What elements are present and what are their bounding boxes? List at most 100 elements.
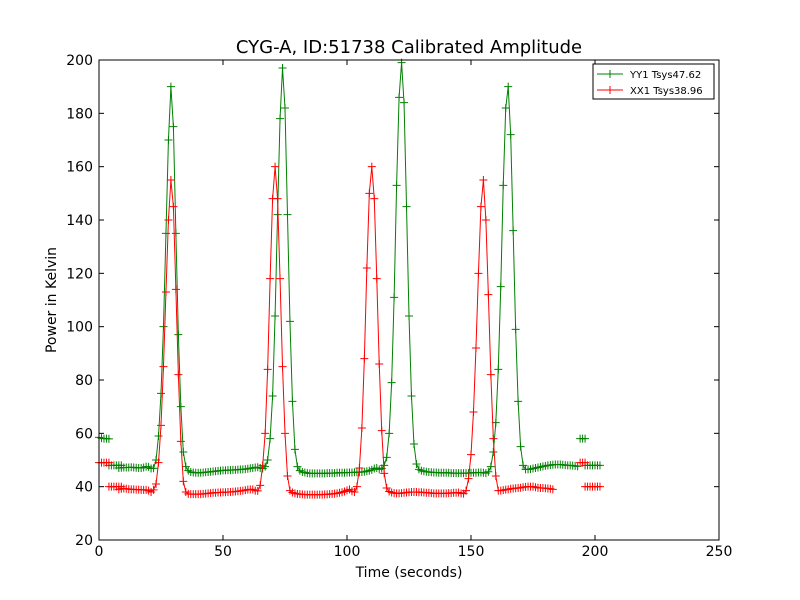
data-point (179, 448, 188, 456)
data-point (268, 392, 277, 400)
y-tick-label: 60 (75, 426, 93, 442)
data-point (370, 194, 379, 203)
data-point (387, 378, 396, 387)
data-point (504, 82, 513, 91)
y-axis-title: Power in Kelvin (44, 247, 60, 353)
data-point (392, 181, 401, 190)
data-point (471, 344, 480, 352)
x-tick-label: 50 (214, 544, 232, 560)
series-XX1 Tsys38.96 (95, 163, 604, 499)
data-point (509, 226, 518, 235)
data-point (281, 429, 289, 438)
data-point (375, 360, 384, 368)
data-point (174, 370, 183, 379)
legend: YY1 Tsys47.62 XX1 Tsys38.96 (592, 63, 715, 100)
data-point (365, 189, 374, 198)
x-tick-label: 250 (706, 544, 733, 560)
y-tick-label: 100 (66, 320, 93, 336)
y-tick-label: 140 (66, 213, 93, 229)
data-point (412, 460, 421, 468)
data-point (479, 176, 488, 184)
data-point (462, 486, 471, 495)
x-tick-label: 150 (458, 544, 485, 560)
data-point (159, 362, 168, 371)
data-point (516, 442, 525, 451)
data-point (253, 486, 262, 495)
series-YY1 Tsys47.62 (95, 58, 604, 478)
data-point (154, 458, 163, 467)
data-point (288, 397, 297, 406)
data-point (283, 472, 292, 480)
data-point (362, 264, 371, 272)
legend-box (592, 63, 715, 100)
chart-title: CYG-A, ID:51738 Calibrated Amplitude (236, 37, 582, 58)
data-point (390, 293, 399, 302)
data-point (263, 456, 272, 464)
data-point (164, 136, 173, 144)
y-tick-label: 120 (66, 266, 93, 282)
data-point (494, 365, 503, 374)
data-point (166, 82, 175, 91)
data-point (581, 458, 590, 467)
data-point (372, 274, 381, 283)
y-tick-label: 40 (75, 480, 93, 496)
y-tick-label: 160 (66, 160, 93, 176)
data-point (367, 162, 376, 171)
data-point (486, 370, 495, 379)
data-point (283, 210, 292, 219)
data-point (467, 450, 475, 459)
data-point (496, 282, 505, 291)
data-point (171, 229, 180, 238)
legend-label: YY1 Tsys47.62 (629, 70, 701, 81)
data-point (281, 104, 289, 112)
data-point (263, 365, 272, 374)
axis-ticks: 0 50 100 150 200 250 20 40 60 80 100 120 140 160 180 20… (66, 53, 732, 560)
data-point (171, 285, 180, 294)
data-point (489, 448, 498, 456)
data-point (159, 322, 168, 331)
data-point (104, 434, 113, 443)
data-point (506, 130, 515, 139)
legend-marker (606, 86, 614, 94)
data-point (164, 216, 173, 224)
data-point (350, 488, 359, 496)
data-point (409, 440, 418, 448)
data-point (380, 469, 389, 478)
data-point (595, 461, 604, 470)
data-point (385, 429, 394, 438)
data-point (166, 176, 175, 184)
data-point (486, 462, 495, 471)
data-point (174, 330, 183, 339)
data-point (176, 402, 185, 411)
data-point (266, 274, 275, 283)
y-tick-label: 20 (75, 533, 93, 549)
data-point (581, 434, 590, 443)
data-point (405, 312, 413, 320)
data-point (169, 202, 178, 211)
data-point (352, 482, 361, 491)
data-point (157, 421, 165, 430)
data-point (278, 64, 287, 72)
data-point (266, 434, 275, 443)
data-point (152, 480, 161, 488)
data-point (519, 461, 528, 470)
x-tick-label: 100 (334, 544, 361, 560)
data-point (161, 229, 170, 238)
data-point (484, 467, 493, 476)
data-point (357, 424, 366, 432)
data-point (481, 216, 490, 224)
data-point (278, 362, 287, 371)
data-point (402, 202, 411, 211)
data-point (258, 461, 267, 470)
data-point (276, 274, 285, 283)
data-point (104, 458, 113, 467)
data-point (149, 485, 158, 494)
data-point (276, 114, 285, 123)
data-point (501, 104, 510, 112)
plot-area (95, 59, 604, 499)
data-point (499, 181, 508, 190)
data-point (290, 445, 299, 454)
data-point (400, 98, 409, 107)
